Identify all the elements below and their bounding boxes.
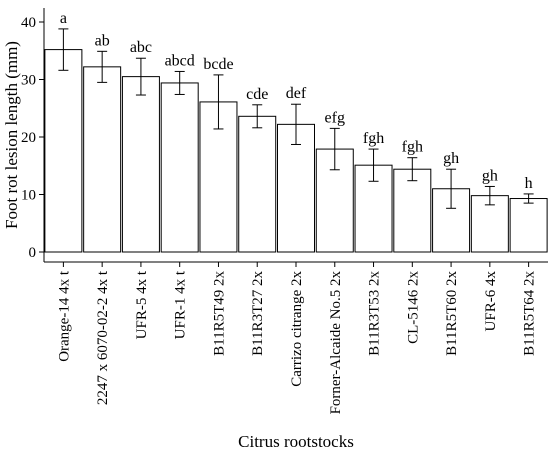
significance-letter: ab — [95, 32, 110, 49]
y-tick-label: 10 — [21, 188, 36, 204]
bar — [83, 66, 122, 253]
bar — [44, 49, 83, 253]
significance-letter: def — [286, 85, 307, 102]
significance-letter: fgh — [402, 139, 423, 156]
significance-letter: fgh — [363, 130, 384, 147]
significance-letter: cde — [246, 86, 268, 103]
bars — [44, 49, 548, 253]
y-axis-ticks: 0 10 20 30 40 — [21, 15, 44, 261]
significance-letter: efg — [325, 109, 345, 126]
x-tick-label: UFR-1 4x t — [173, 270, 189, 339]
x-tick-label: B11R5T49 2x — [211, 271, 227, 356]
bar — [160, 82, 199, 253]
x-tick-label: CL-5146 2x — [405, 271, 421, 344]
y-axis-title: Foot rot lesion length (mm) — [2, 41, 21, 229]
bar — [121, 76, 160, 253]
bar — [238, 115, 277, 253]
x-tick-label: Forner-Alcaide No.5 2x — [328, 271, 344, 415]
x-tick-label: Orange-14 4x t — [56, 270, 72, 362]
x-tick-label: B11R5T60 2x — [444, 271, 460, 356]
significance-letter: h — [525, 175, 533, 192]
y-tick-label: 20 — [21, 130, 36, 146]
y-tick-label: 0 — [29, 245, 37, 261]
x-tick-label: B11R5T64 2x — [522, 271, 538, 356]
x-tick-label: Carrizo citrange 2x — [289, 271, 305, 387]
x-axis-title: Citrus rootstocks — [238, 432, 354, 451]
significance-letter: abcd — [165, 52, 195, 69]
error-bars — [58, 28, 534, 209]
x-tick-label: UFR-6 4x — [483, 271, 499, 332]
bar — [277, 123, 315, 253]
significance-letter: a — [60, 10, 67, 27]
y-tick-label: 30 — [21, 73, 36, 89]
x-tick-label: B11R3T53 2x — [367, 271, 383, 356]
significance-letter: gh — [443, 150, 459, 167]
bar — [509, 198, 548, 253]
significance-letter: gh — [482, 167, 498, 184]
x-axis-ticks: Orange-14 4x t 2247 x 6070-02-2 4x t UFR-5… — [56, 262, 538, 415]
x-tick-label: UFR-5 4x t — [134, 270, 150, 339]
significance-letter: abc — [130, 39, 152, 56]
bar — [393, 168, 432, 253]
y-tick-label: 40 — [21, 15, 36, 31]
x-tick-label: B11R3T27 2x — [250, 271, 266, 356]
x-tick-label: 2247 x 6070-02-2 4x t — [95, 270, 111, 405]
significance-letter: bcde — [203, 56, 233, 73]
